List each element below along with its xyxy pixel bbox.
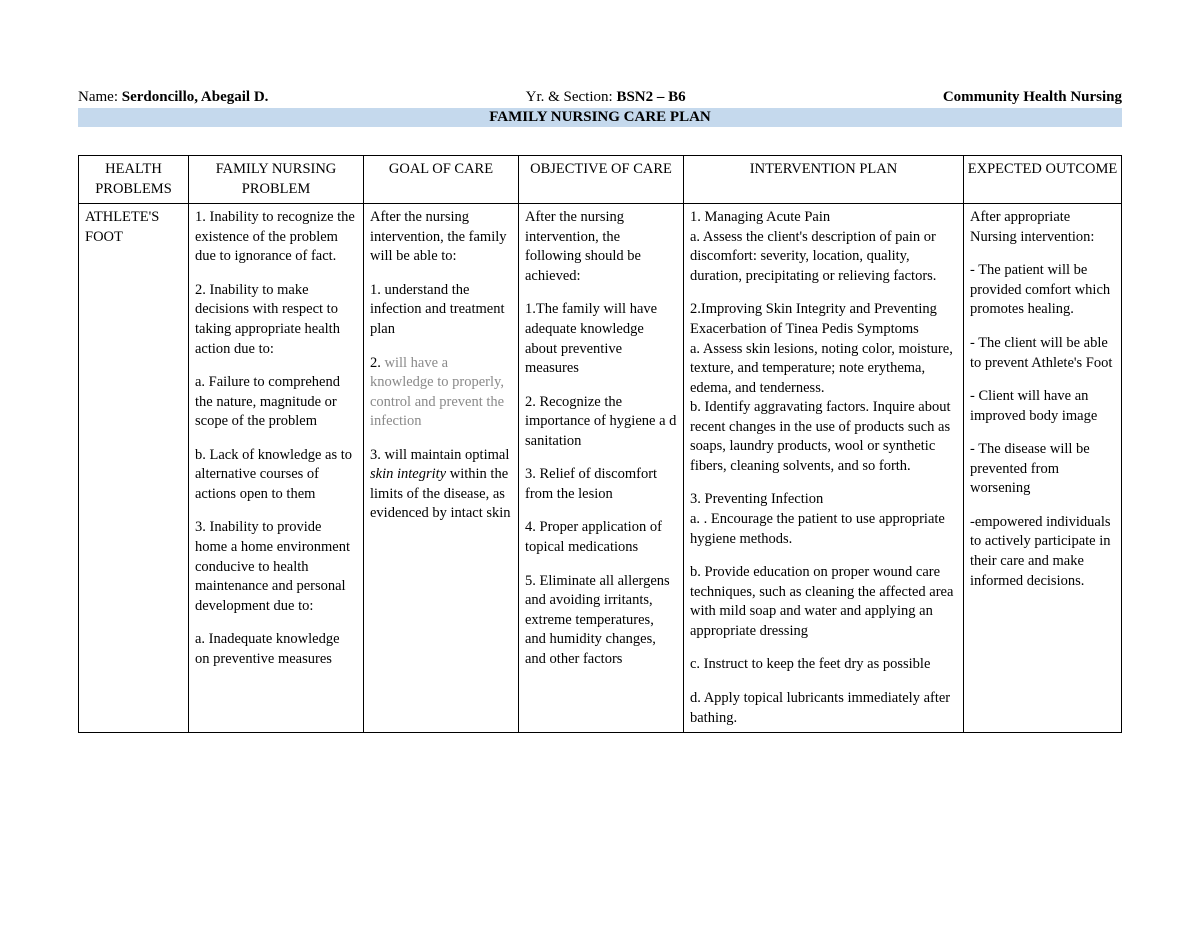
obj-4: 4. Proper application of topical medicat… — [525, 518, 677, 557]
section-value: BSN2 – B6 — [616, 89, 685, 105]
cell-goal: After the nursing intervention, the fami… — [364, 204, 519, 733]
int-3: 3. Preventing Infection — [690, 490, 957, 510]
int-3b: b. Provide education on proper wound car… — [690, 563, 957, 641]
care-plan-table: HEALTH PROBLEMS FAMILY NURSING PROBLEM G… — [78, 155, 1122, 733]
goal-intro: After the nursing intervention, the fami… — [370, 208, 512, 267]
obj-3: 3. Relief of discomfort from the lesion — [525, 465, 677, 504]
fp-3: 3. Inability to provide home a home envi… — [195, 518, 357, 616]
out-2: - The client will be able to prevent Ath… — [970, 334, 1115, 373]
out-3: - Client will have an improved body imag… — [970, 387, 1115, 426]
int-2: 2.Improving Skin Integrity and Preventin… — [690, 300, 957, 339]
obj-1: 1.The family will have adequate knowledg… — [525, 300, 677, 378]
fp-2: 2. Inability to make decisions with resp… — [195, 281, 357, 359]
goal-1: 1. understand the infection and treatmen… — [370, 281, 512, 340]
obj-2: 2. Recognize the importance of hygiene a… — [525, 393, 677, 452]
col-health-problems: HEALTH PROBLEMS — [79, 156, 189, 204]
obj-intro: After the nursing intervention, the foll… — [525, 208, 677, 286]
goal-3-prefix: 3. will maintain optimal — [370, 447, 509, 463]
obj-5: 5. Eliminate all allergens and avoiding … — [525, 572, 677, 670]
int-2b: b. Identify aggravating factors. Inquire… — [690, 398, 957, 476]
document-page: Name: Serdoncillo, Abegail D. Yr. & Sect… — [0, 0, 1200, 773]
fp-1: 1. Inability to recognize the existence … — [195, 208, 357, 267]
out-1: - The patient will be provided comfort w… — [970, 261, 1115, 320]
goal-3: 3. will maintain optimal skin integrity … — [370, 446, 512, 524]
int-2a: a. Assess skin lesions, noting color, mo… — [690, 340, 957, 399]
fp-3a: a. Inadequate knowledge on preventive me… — [195, 630, 357, 669]
cell-outcome: After appropriate Nursing intervention: … — [964, 204, 1122, 733]
fp-2a: a. Failure to comprehend the nature, mag… — [195, 373, 357, 432]
goal-2-prefix: 2. — [370, 355, 385, 371]
int-1a: a. Assess the client's description of pa… — [690, 228, 957, 287]
section-label: Yr. & Section: — [526, 89, 617, 105]
cell-intervention: 1. Managing Acute Pain a. Assess the cli… — [684, 204, 964, 733]
out-intro: After appropriate Nursing intervention: — [970, 208, 1115, 247]
goal-3-italic: skin integrity — [370, 466, 446, 482]
col-objective: OBJECTIVE OF CARE — [519, 156, 684, 204]
cell-family-problem: 1. Inability to recognize the existence … — [189, 204, 364, 733]
goal-2: 2. will have a knowledge to properly, co… — [370, 354, 512, 432]
name-value: Serdoncillo, Abegail D. — [122, 89, 269, 105]
cell-objective: After the nursing intervention, the foll… — [519, 204, 684, 733]
header-row: Name: Serdoncillo, Abegail D. Yr. & Sect… — [78, 88, 1122, 106]
document-title: FAMILY NURSING CARE PLAN — [78, 108, 1122, 127]
header-course: Community Health Nursing — [943, 88, 1122, 106]
col-goal: GOAL OF CARE — [364, 156, 519, 204]
int-3a: a. . Encourage the patient to use approp… — [690, 510, 957, 549]
int-3d: d. Apply topical lubricants immediately … — [690, 689, 957, 728]
goal-2-text: will have a knowledge to properly, contr… — [370, 355, 504, 430]
table-row: ATHLETE'S FOOT 1. Inability to recognize… — [79, 204, 1122, 733]
table-header-row: HEALTH PROBLEMS FAMILY NURSING PROBLEM G… — [79, 156, 1122, 204]
col-outcome: EXPECTED OUTCOME — [964, 156, 1122, 204]
out-4: - The disease will be prevented from wor… — [970, 440, 1115, 499]
cell-health-problem: ATHLETE'S FOOT — [79, 204, 189, 733]
out-5: -empowered individuals to actively parti… — [970, 513, 1115, 591]
name-label: Name: — [78, 89, 122, 105]
header-section: Yr. & Section: BSN2 – B6 — [526, 88, 686, 106]
col-intervention: INTERVENTION PLAN — [684, 156, 964, 204]
col-family-problem: FAMILY NURSING PROBLEM — [189, 156, 364, 204]
fp-2b: b. Lack of knowledge as to alternative c… — [195, 446, 357, 505]
header-name: Name: Serdoncillo, Abegail D. — [78, 88, 268, 106]
int-3c: c. Instruct to keep the feet dry as poss… — [690, 655, 957, 675]
int-1: 1. Managing Acute Pain — [690, 208, 957, 228]
